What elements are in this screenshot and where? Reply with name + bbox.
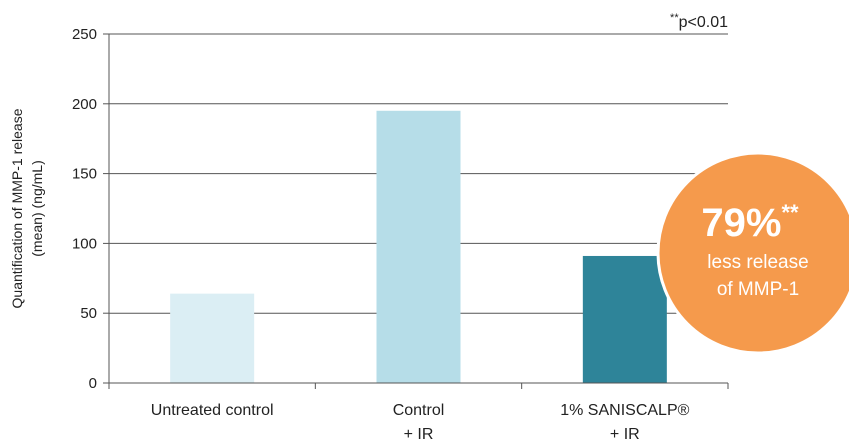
x-category-label-2-1: + IR [610, 426, 640, 441]
x-category-label-1-1: + IR [404, 426, 434, 441]
x-category-label-0-0: Untreated control [151, 402, 274, 419]
y-tick-label-250: 250 [72, 26, 97, 43]
y-tick-label-150: 150 [72, 166, 97, 183]
callout-stars: ** [781, 200, 799, 225]
significance-note: **p<0.01 [670, 12, 728, 31]
y-tick-label-50: 50 [80, 305, 97, 322]
axes [108, 34, 729, 389]
callout-line1: less release [707, 252, 808, 273]
bar-2 [582, 255, 667, 383]
y-axis-ticks: 0 50 100 150 200 250 [72, 26, 109, 392]
callout-value: 79% [701, 201, 781, 245]
y-axis-label-line-1: (mean) (ng/mL) [29, 160, 45, 256]
callout-circle [656, 151, 849, 355]
y-tick-label-0: 0 [89, 375, 97, 392]
bars [170, 110, 667, 383]
callout-percent: 79%** [701, 200, 799, 245]
significance-text: p<0.01 [679, 14, 728, 31]
bar-1 [376, 110, 461, 383]
x-category-label-1-0: Control [393, 402, 445, 419]
y-axis-label: Quantification of MMP-1 release (mean) (n… [9, 108, 45, 308]
callout-badge: 79%** less release of MMP-1 [656, 151, 849, 355]
y-tick-label-100: 100 [72, 235, 97, 252]
y-tick-label-200: 200 [72, 96, 97, 113]
y-axis-label-line-0: Quantification of MMP-1 release [9, 108, 25, 308]
significance-stars: ** [670, 12, 679, 24]
callout-line2: of MMP-1 [717, 279, 799, 300]
x-axis-categories: Untreated control Control + IR 1% SANISCALP… [151, 402, 690, 441]
bar-0 [170, 293, 255, 383]
x-category-label-2-0: 1% SANISCALP® [560, 402, 689, 419]
